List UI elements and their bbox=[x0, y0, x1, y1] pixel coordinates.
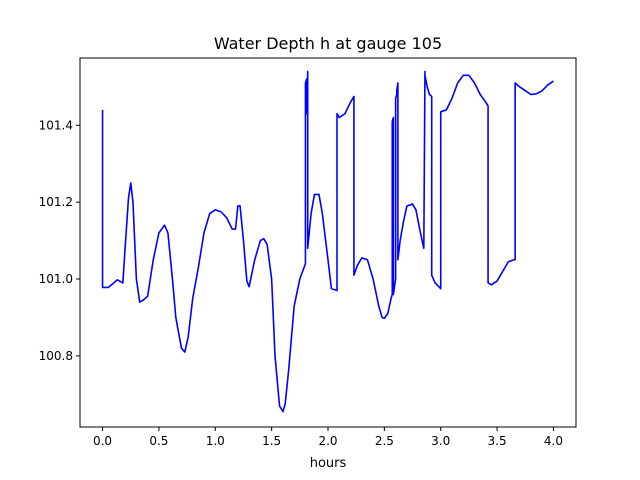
x-tick-label: 2.5 bbox=[375, 434, 394, 448]
y-tick-label: 101.0 bbox=[39, 272, 73, 286]
axes: 0.0 0.5 1.0 1.5 2.0 2.5 3.0 3.5 4.0 100.8 101.0 101… bbox=[39, 57, 577, 448]
x-tick-label: 1.5 bbox=[262, 434, 281, 448]
x-axis-label: hours bbox=[310, 456, 347, 471]
y-tick-label: 101.2 bbox=[39, 195, 73, 209]
y-tick-label: 101.4 bbox=[39, 118, 73, 132]
y-tick-label: 100.8 bbox=[39, 349, 73, 363]
x-tick-label: 0.0 bbox=[93, 434, 112, 448]
series-line-0 bbox=[101, 70, 554, 413]
chart-title: Water Depth h at gauge 105 bbox=[214, 34, 442, 53]
x-tick-label: 3.0 bbox=[431, 434, 450, 448]
x-tick-label: 1.0 bbox=[206, 434, 225, 448]
x-tick-label: 3.5 bbox=[488, 434, 507, 448]
plot-area bbox=[101, 70, 554, 413]
x-tick-label: 0.5 bbox=[149, 434, 168, 448]
x-tick-label: 2.0 bbox=[318, 434, 337, 448]
x-tick-label: 4.0 bbox=[544, 434, 563, 448]
